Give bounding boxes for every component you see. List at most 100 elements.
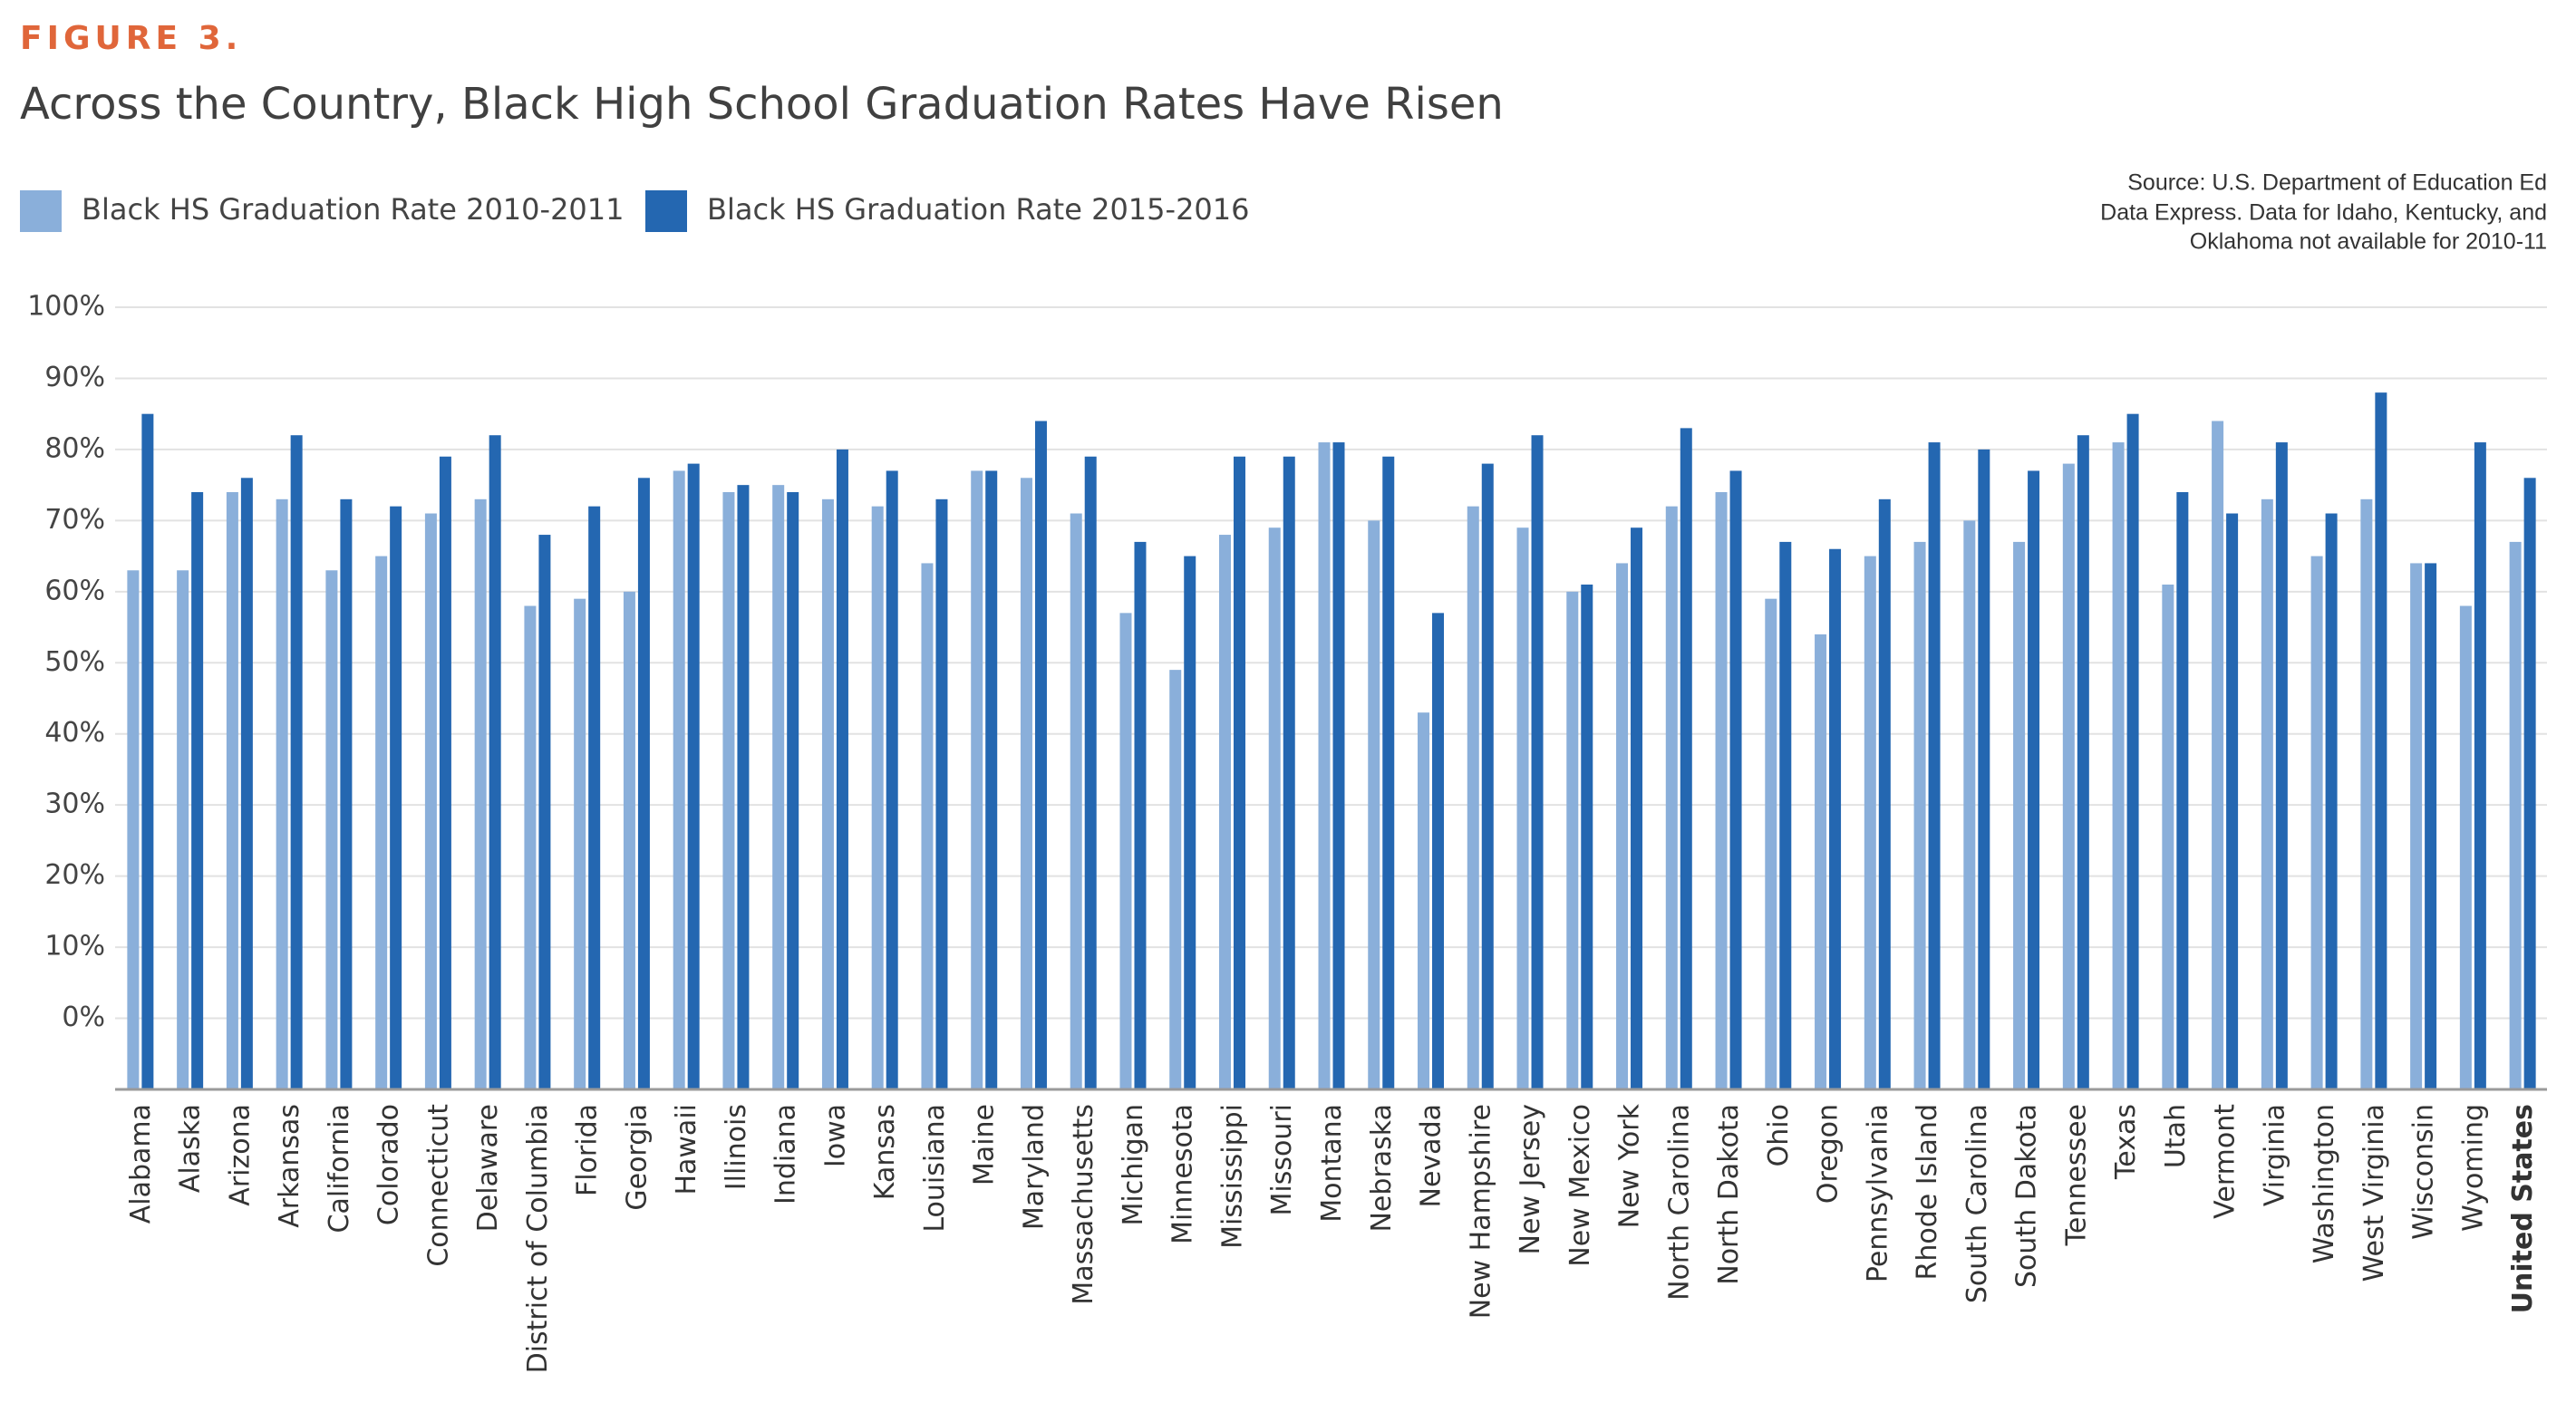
x-tick-label: Texas bbox=[2110, 1104, 2142, 1180]
bar bbox=[1368, 520, 1380, 1089]
x-tick-label: Vermont bbox=[2210, 1104, 2242, 1219]
legend-label: Black HS Graduation Rate 2015-2016 bbox=[707, 192, 1250, 227]
y-tick-label: 100% bbox=[27, 291, 105, 323]
bar bbox=[588, 506, 601, 1089]
bar bbox=[574, 598, 586, 1089]
x-tick-label: United States bbox=[2507, 1104, 2539, 1313]
bar bbox=[1815, 634, 1827, 1089]
bar bbox=[489, 435, 501, 1090]
x-tick-label: Kansas bbox=[869, 1104, 901, 1200]
x-tick-label: West Virginia bbox=[2358, 1104, 2390, 1282]
bar bbox=[687, 463, 700, 1090]
y-tick-label: 40% bbox=[44, 717, 105, 749]
x-tick-label: Alaska bbox=[175, 1104, 207, 1193]
bar bbox=[1765, 598, 1777, 1089]
bar bbox=[2310, 556, 2323, 1089]
bar bbox=[1665, 506, 1678, 1089]
x-tick-label: Tennessee bbox=[2060, 1104, 2092, 1246]
x-tick-label: Georgia bbox=[621, 1104, 653, 1211]
x-tick-label: Illinois bbox=[721, 1104, 752, 1190]
bar bbox=[985, 470, 998, 1089]
y-tick-label: 70% bbox=[44, 504, 105, 536]
bar bbox=[2375, 392, 2387, 1089]
x-tick-label: Delaware bbox=[472, 1104, 504, 1232]
y-tick-label: 80% bbox=[44, 432, 105, 464]
bar bbox=[2126, 413, 2139, 1089]
x-tick-label: Florida bbox=[572, 1104, 604, 1196]
x-tick-label: Wyoming bbox=[2457, 1104, 2489, 1232]
bar bbox=[2162, 584, 2174, 1089]
bar bbox=[1729, 470, 1742, 1089]
x-tick-label: Indiana bbox=[770, 1104, 802, 1205]
bar bbox=[1418, 712, 1430, 1089]
bar bbox=[1616, 563, 1629, 1089]
x-tick-label: Hawaii bbox=[671, 1104, 702, 1195]
bar bbox=[375, 556, 388, 1089]
bar bbox=[276, 498, 288, 1089]
x-tick-label: New York bbox=[1614, 1103, 1646, 1228]
bar bbox=[424, 513, 437, 1089]
chart-title: Across the Country, Black High School Gr… bbox=[20, 79, 1504, 130]
bar bbox=[141, 413, 154, 1089]
bar bbox=[2509, 541, 2522, 1089]
bar bbox=[1432, 613, 1445, 1089]
bar bbox=[673, 470, 685, 1089]
bar bbox=[1218, 535, 1231, 1089]
x-tick-label: Washington bbox=[2309, 1104, 2340, 1263]
bar bbox=[871, 506, 884, 1089]
bar bbox=[637, 478, 650, 1089]
x-tick-label: Utah bbox=[2160, 1104, 2192, 1168]
bar bbox=[1332, 442, 1345, 1090]
bar bbox=[1481, 463, 1494, 1090]
bar bbox=[886, 470, 898, 1089]
bar bbox=[836, 449, 848, 1090]
x-tick-label: District of Columbia bbox=[522, 1104, 554, 1373]
source-note: Oklahoma not available for 2010-11 bbox=[2190, 229, 2547, 255]
bar bbox=[623, 591, 635, 1089]
bar bbox=[474, 498, 487, 1089]
bar bbox=[821, 498, 834, 1089]
bar bbox=[1382, 456, 1395, 1090]
bar bbox=[2523, 478, 2536, 1089]
bar bbox=[2062, 463, 2075, 1090]
bar bbox=[787, 491, 799, 1089]
x-tick-label: New Mexico bbox=[1564, 1104, 1596, 1267]
x-tick-label: Mississippi bbox=[1216, 1104, 1248, 1249]
bar bbox=[1963, 520, 1976, 1089]
source-note: Data Express. Data for Idaho, Kentucky, … bbox=[2100, 200, 2547, 226]
bar bbox=[1070, 513, 1082, 1089]
y-tick-label: 10% bbox=[44, 931, 105, 963]
bar bbox=[1283, 456, 1295, 1090]
bar bbox=[2425, 563, 2437, 1089]
legend-label: Black HS Graduation Rate 2010-2011 bbox=[82, 192, 625, 227]
bar bbox=[1020, 478, 1032, 1089]
x-tick-label: Alabama bbox=[125, 1104, 157, 1224]
x-tick-label: New Jersey bbox=[1515, 1104, 1546, 1254]
x-tick-label: Nevada bbox=[1416, 1104, 1448, 1207]
x-tick-label: Pennsylvania bbox=[1862, 1104, 1893, 1282]
x-tick-label: South Dakota bbox=[2011, 1104, 2043, 1288]
figure-label: FIGURE 3. bbox=[20, 20, 242, 57]
bar bbox=[1680, 428, 1692, 1089]
bar bbox=[1978, 449, 1990, 1090]
x-tick-label: Michigan bbox=[1118, 1104, 1149, 1226]
x-tick-label: South Carolina bbox=[1961, 1104, 1993, 1303]
bar bbox=[1318, 442, 1331, 1090]
bar bbox=[2360, 498, 2373, 1089]
bar bbox=[2410, 563, 2423, 1089]
bar bbox=[935, 498, 948, 1089]
x-tick-label: Arkansas bbox=[274, 1104, 305, 1228]
source-note: Source: U.S. Department of Education Ed bbox=[2127, 170, 2547, 196]
bar bbox=[2275, 442, 2288, 1090]
x-tick-label: California bbox=[324, 1104, 355, 1233]
x-tick-label: Missouri bbox=[1266, 1104, 1298, 1216]
bar bbox=[439, 456, 451, 1090]
bar bbox=[1631, 527, 1643, 1089]
bar bbox=[1119, 613, 1132, 1089]
bar bbox=[1467, 506, 1479, 1089]
x-tick-label: Wisconsin bbox=[2408, 1104, 2440, 1240]
x-tick-label: Louisiana bbox=[919, 1104, 951, 1233]
x-tick-label: Colorado bbox=[373, 1104, 405, 1225]
bar bbox=[1566, 591, 1579, 1089]
